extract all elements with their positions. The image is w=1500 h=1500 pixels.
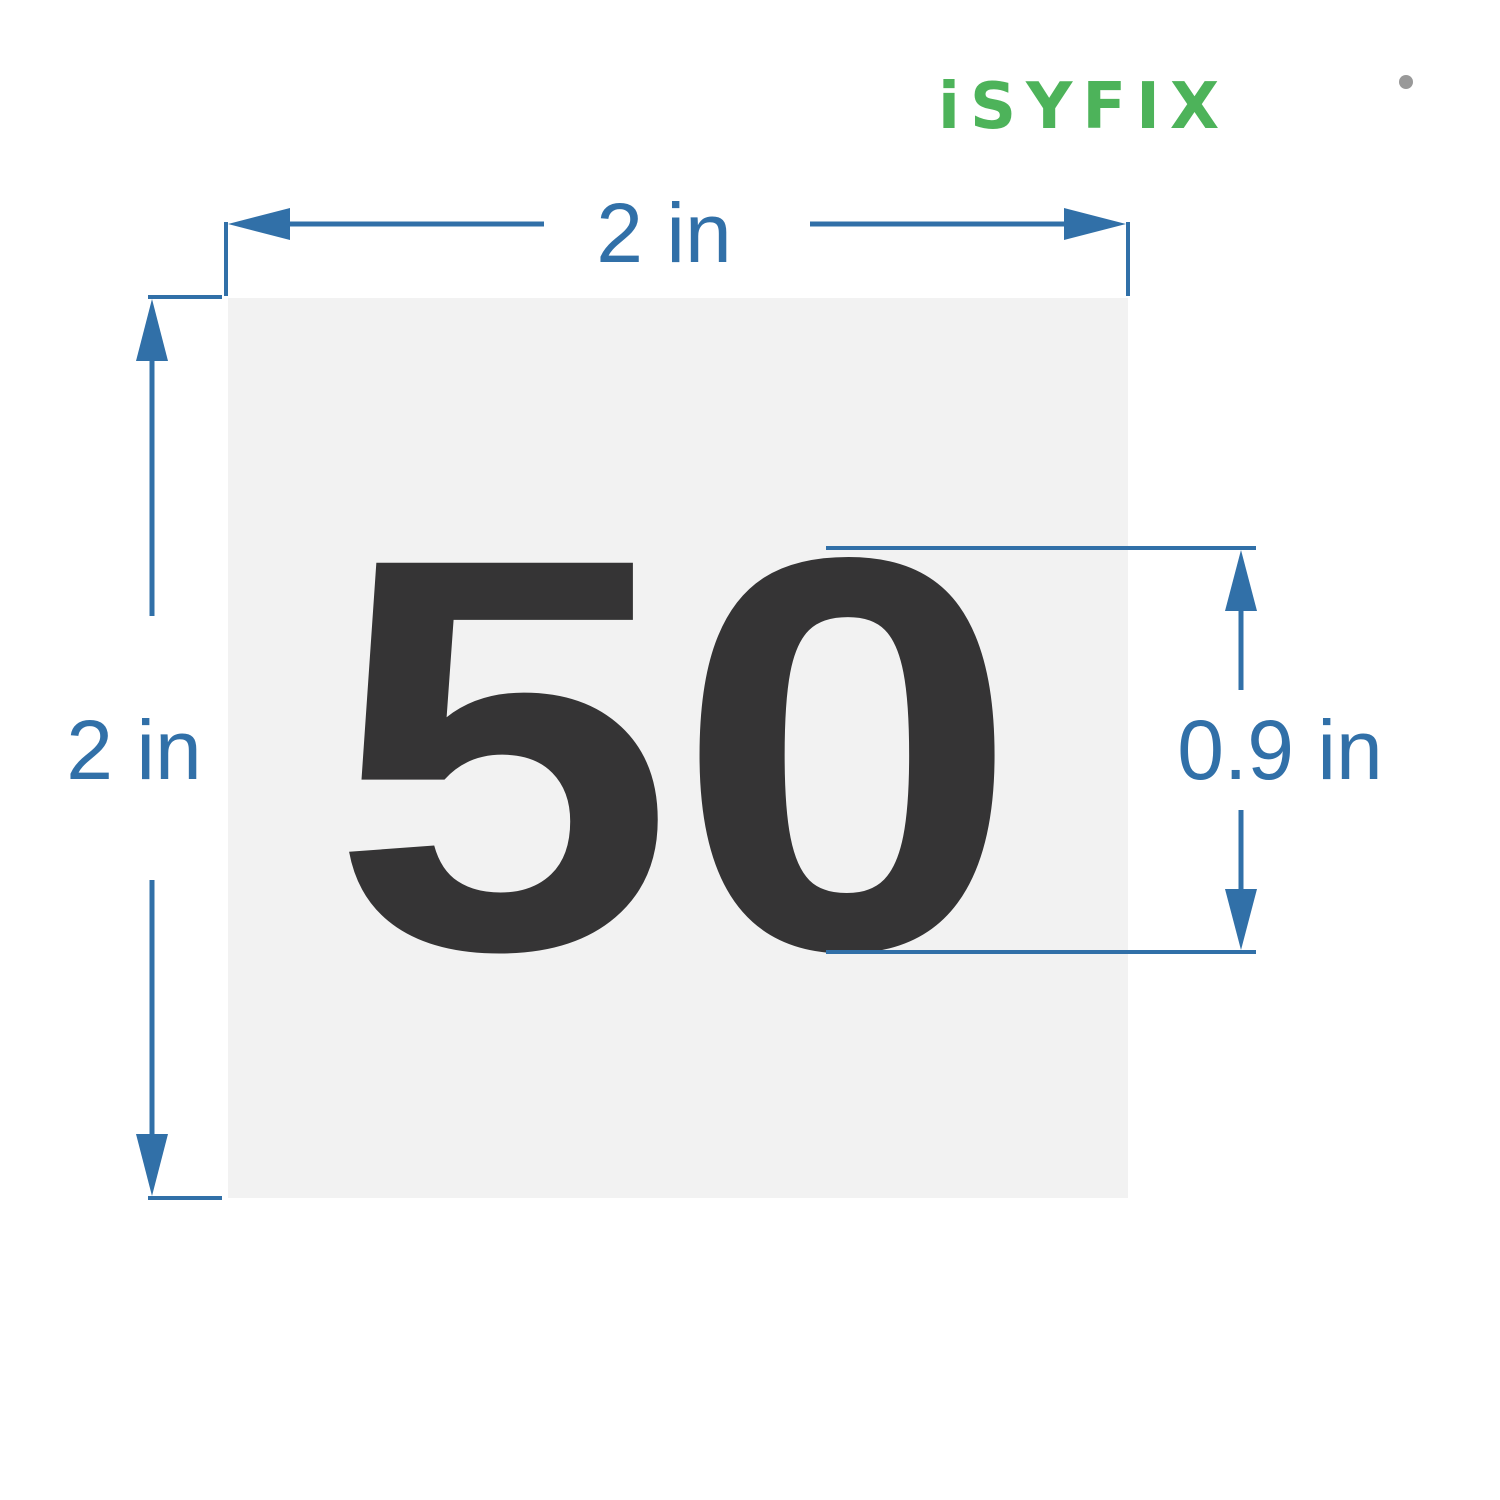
arrow-down-icon	[136, 1134, 168, 1196]
width-dimension	[224, 208, 1130, 296]
registered-mark-icon	[1399, 75, 1413, 89]
sticker-number: 50	[330, 441, 1020, 1067]
arrow-up-icon	[136, 299, 168, 361]
height-label: 2 in	[66, 703, 201, 797]
digit-height-dimension	[826, 546, 1257, 954]
height-dimension	[136, 295, 222, 1200]
arrow-left-icon	[228, 208, 290, 240]
digit-height-label: 0.9 in	[1177, 703, 1383, 797]
brand-logo-text: iSYFIX	[938, 70, 1229, 144]
sticker-background	[228, 298, 1128, 1198]
arrow-down-icon	[1225, 889, 1257, 950]
arrow-right-icon	[1064, 208, 1126, 240]
brand-logo: iSYFIX	[938, 70, 1413, 144]
width-label: 2 in	[596, 186, 731, 280]
arrow-up-icon	[1225, 550, 1257, 611]
